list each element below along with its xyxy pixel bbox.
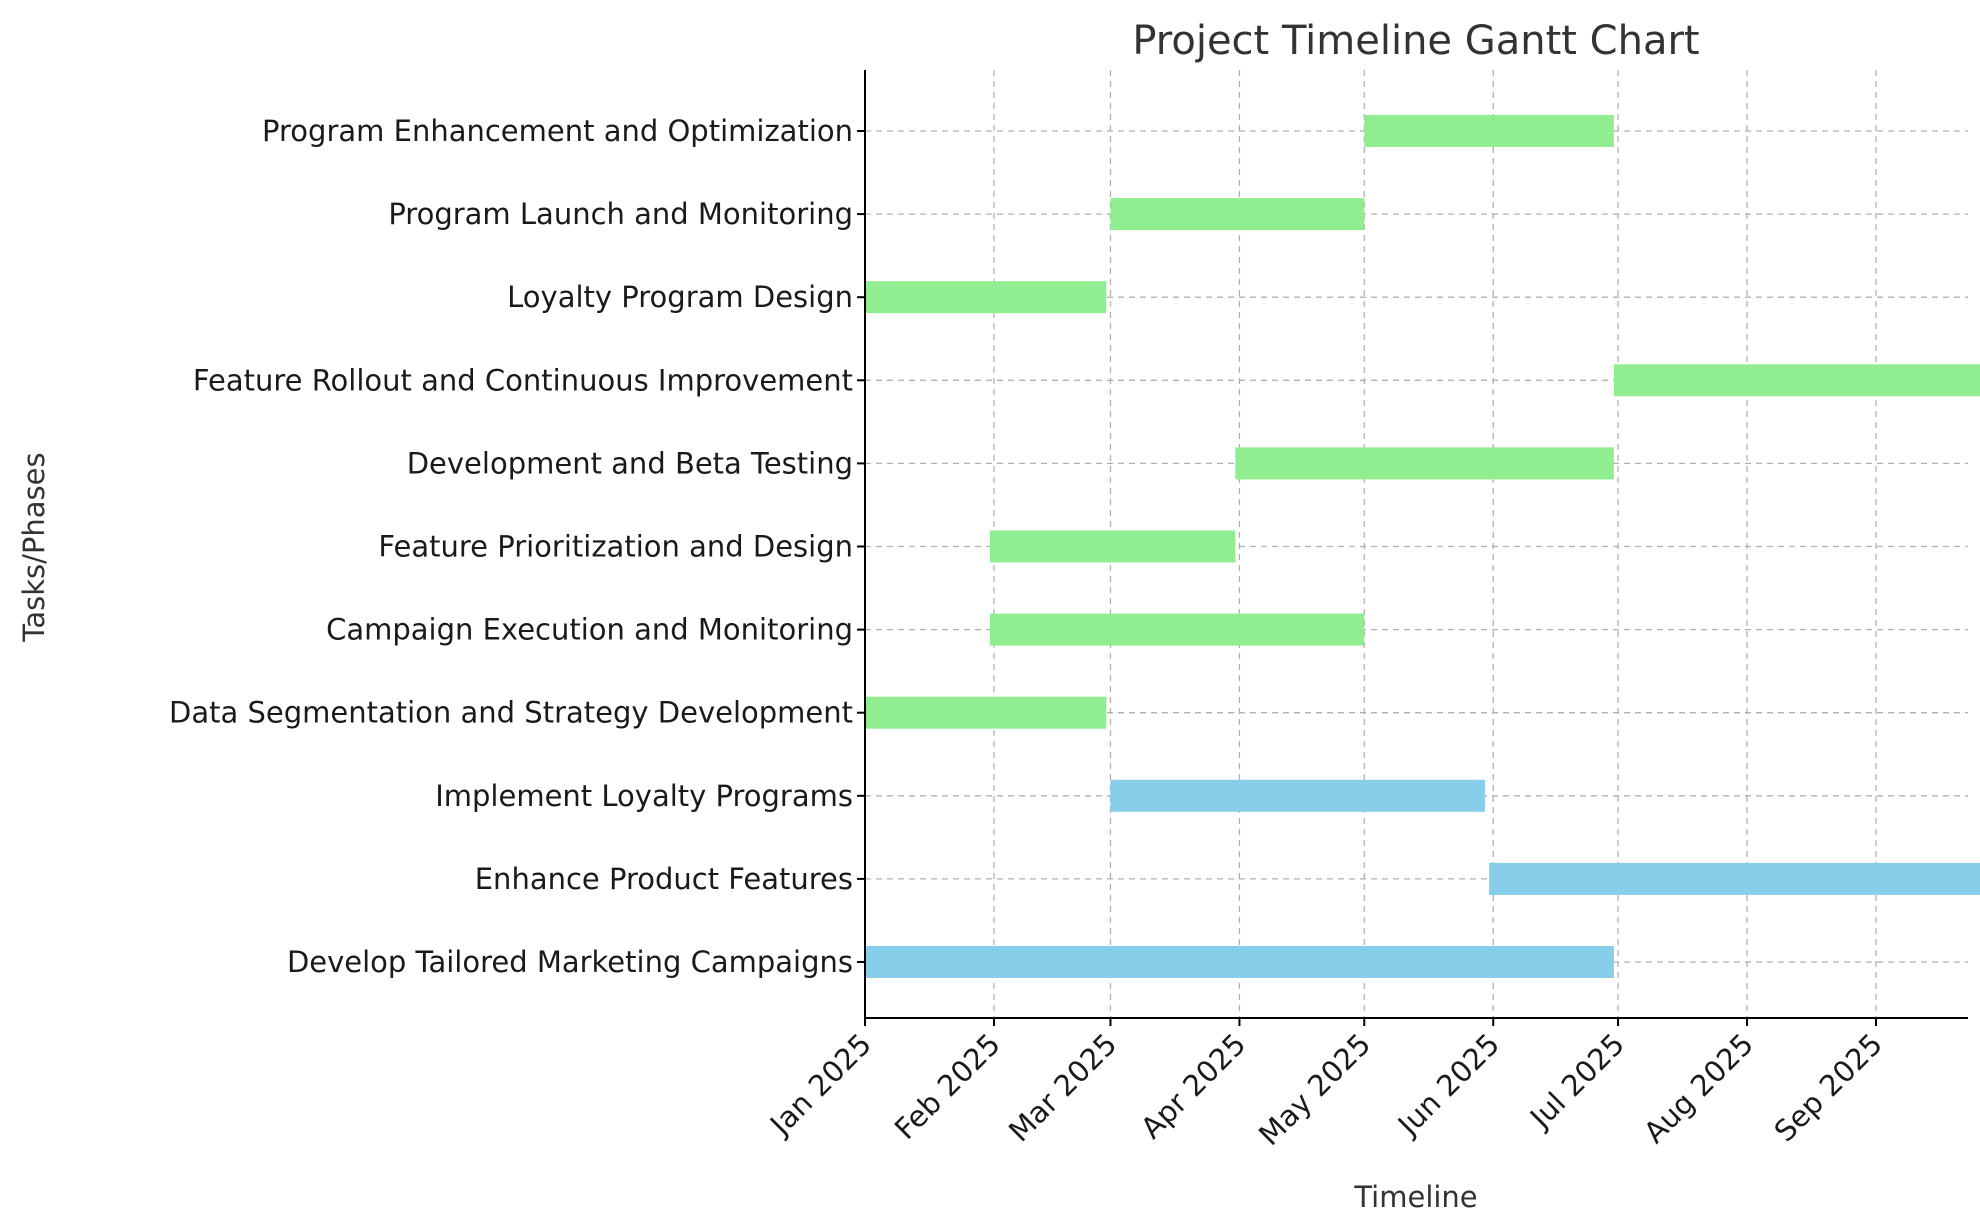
gantt-bar: [1364, 115, 1614, 147]
y-tick-label: Program Enhancement and Optimization: [262, 114, 853, 148]
y-tick-label: Loyalty Program Design: [507, 280, 853, 314]
gantt-bar: [1489, 862, 1980, 895]
y-tick-label: Campaign Execution and Monitoring: [326, 613, 853, 647]
y-tick-label: Enhance Product Features: [475, 862, 853, 896]
gantt-bar: [989, 530, 1236, 563]
x-tick-label: Jul 2025: [1522, 1027, 1631, 1136]
bars: [865, 115, 1980, 978]
x-tick-label: Jan 2025: [762, 1027, 878, 1143]
y-tick-label: Program Launch and Monitoring: [388, 197, 853, 231]
gantt-bar: [989, 613, 1365, 646]
gantt-bar: [1110, 198, 1365, 231]
gantt-bar: [865, 696, 1107, 729]
y-axis-label: Tasks/Phases: [17, 452, 51, 642]
gantt-bar: [1613, 364, 1980, 397]
chart-title: Project Timeline Gantt Chart: [1132, 18, 1699, 64]
y-tick-label: Development and Beta Testing: [407, 446, 853, 480]
axes: [857, 70, 1968, 1026]
x-tick-label: Apr 2025: [1134, 1027, 1252, 1145]
x-tick-label: Sep 2025: [1768, 1027, 1889, 1148]
y-tick-labels: Develop Tailored Marketing Campaigns Enha…: [169, 114, 853, 979]
gantt-bar: [865, 946, 1614, 978]
y-tick-label: Develop Tailored Marketing Campaigns: [287, 945, 853, 979]
y-tick-label: Feature Rollout and Continuous Improveme…: [193, 363, 853, 397]
x-tick-label: Aug 2025: [1637, 1027, 1760, 1150]
gantt-bar: [1110, 779, 1485, 812]
x-tick-label: Jun 2025: [1390, 1027, 1506, 1143]
x-tick-label: May 2025: [1252, 1027, 1377, 1152]
x-tick-label: Mar 2025: [1002, 1027, 1123, 1148]
x-axis-label: Timeline: [1353, 1180, 1477, 1214]
y-tick-label: Data Segmentation and Strategy Developme…: [169, 696, 853, 730]
gantt-bar: [865, 281, 1107, 314]
y-tick-label: Implement Loyalty Programs: [435, 779, 853, 813]
y-tick-label: Feature Prioritization and Design: [378, 530, 853, 564]
gantt-bar: [1235, 447, 1614, 480]
x-tick-label: Feb 2025: [888, 1027, 1007, 1146]
